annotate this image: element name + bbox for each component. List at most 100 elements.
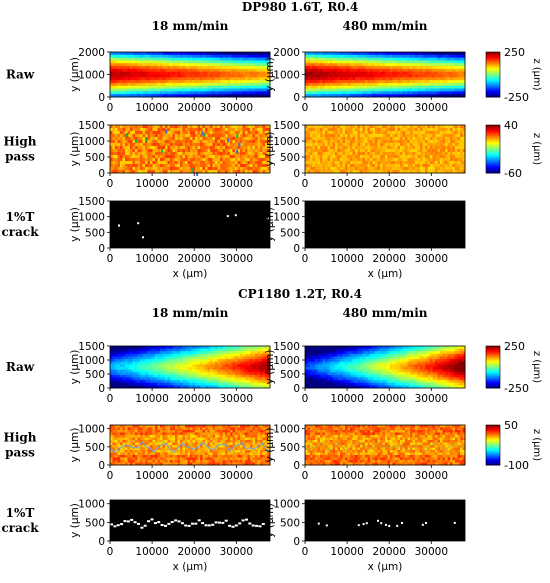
y-tick-label: 0 (98, 460, 105, 472)
x-tick-label: 0 (302, 102, 309, 114)
y-tick-label: 1000 (273, 136, 300, 148)
x-tick-label: 30000 (415, 470, 448, 482)
colorbar-tick-min: -100 (504, 459, 529, 472)
y-tick-label: 500 (85, 227, 105, 239)
x-axis-label: x (μm) (173, 561, 208, 573)
x-tick-label: 20000 (178, 393, 211, 405)
axes-frame (304, 345, 466, 389)
y-axis-label: y (μm) (264, 57, 276, 92)
x-tick-label: 30000 (415, 393, 448, 405)
x-tick-label: 20000 (178, 546, 211, 558)
y-tick-label: 0 (98, 383, 105, 395)
y-tick-label: 1500 (78, 341, 105, 353)
heatmap-image (305, 201, 465, 248)
colorbar-label: z (μm) (531, 351, 542, 383)
y-tick-label: 500 (280, 152, 300, 164)
x-tick-label: 10000 (330, 178, 363, 190)
x-tick-label: 0 (107, 393, 114, 405)
section-title: DP980 1.6T, R0.4 (242, 0, 358, 14)
x-axis-label: x (μm) (368, 561, 403, 573)
x-tick-label: 20000 (373, 546, 406, 558)
x-tick-label: 30000 (220, 253, 253, 265)
y-tick-label: 0 (293, 92, 300, 104)
colorbar-tick-max: 250 (504, 340, 525, 353)
y-tick-label: 1500 (273, 120, 300, 132)
heatmap-image (305, 52, 466, 98)
x-tick-label: 10000 (135, 253, 168, 265)
x-tick-label: 0 (107, 546, 114, 558)
y-tick-label: 1000 (78, 212, 105, 224)
row-label: High (3, 135, 36, 149)
y-axis-label: y (μm) (264, 428, 276, 463)
y-tick-label: 500 (280, 227, 300, 239)
y-axis-label: y (μm) (69, 503, 81, 538)
x-tick-label: 20000 (373, 253, 406, 265)
x-tick-label: 0 (107, 102, 114, 114)
y-tick-label: 500 (280, 369, 300, 381)
y-tick-label: 500 (85, 369, 105, 381)
x-tick-label: 0 (107, 253, 114, 265)
axes-frame (109, 124, 271, 174)
x-tick-label: 30000 (220, 178, 253, 190)
row-label: crack (1, 225, 39, 239)
x-tick-label: 20000 (373, 178, 406, 190)
y-axis-label: y (μm) (69, 207, 81, 242)
y-tick-label: 500 (85, 152, 105, 164)
axes-frame (109, 499, 271, 542)
y-tick-label: 1000 (273, 70, 300, 82)
y-tick-label: 500 (85, 442, 105, 454)
y-tick-label: 1000 (78, 70, 105, 82)
y-tick-label: 0 (293, 536, 300, 548)
colorbar-label: z (μm) (531, 429, 542, 461)
y-tick-label: 500 (85, 517, 105, 529)
y-tick-label: 1000 (273, 424, 300, 436)
x-tick-label: 20000 (373, 393, 406, 405)
x-tick-label: 0 (302, 546, 309, 558)
y-tick-label: 1500 (273, 341, 300, 353)
heatmap-image (110, 500, 270, 541)
row-label: High (3, 431, 36, 445)
y-axis-label: y (μm) (264, 503, 276, 538)
x-tick-label: 30000 (220, 393, 253, 405)
y-tick-label: 0 (98, 243, 105, 255)
heatmap-image (305, 500, 465, 541)
heatmap-image (110, 201, 270, 248)
colorbar-tick-max: 50 (504, 419, 518, 432)
y-axis-label: y (μm) (69, 57, 81, 92)
y-tick-label: 1500 (78, 120, 105, 132)
x-tick-label: 30000 (415, 178, 448, 190)
x-tick-label: 0 (302, 178, 309, 190)
axes-frame (109, 345, 271, 389)
colorbar-tick-min: -250 (504, 382, 529, 395)
axes-frame (304, 424, 466, 466)
column-label: 480 mm/min (343, 19, 428, 33)
heatmap-image (110, 52, 271, 98)
x-axis-label: x (μm) (173, 268, 208, 280)
y-axis-label: y (μm) (69, 132, 81, 167)
column-label: 18 mm/min (152, 306, 229, 320)
axes-frame (109, 200, 271, 249)
column-label: 480 mm/min (343, 306, 428, 320)
heatmap-image (304, 425, 466, 466)
x-tick-label: 10000 (135, 178, 168, 190)
y-tick-label: 1000 (78, 499, 105, 511)
heatmap-image (110, 125, 272, 176)
y-axis-label: y (μm) (69, 350, 81, 385)
x-tick-label: 20000 (373, 470, 406, 482)
x-tick-label: 30000 (220, 546, 253, 558)
axes-frame (304, 499, 466, 542)
y-tick-label: 2000 (273, 47, 300, 59)
x-tick-label: 10000 (135, 470, 168, 482)
x-tick-label: 10000 (330, 393, 363, 405)
x-tick-label: 30000 (415, 102, 448, 114)
x-tick-label: 30000 (415, 546, 448, 558)
